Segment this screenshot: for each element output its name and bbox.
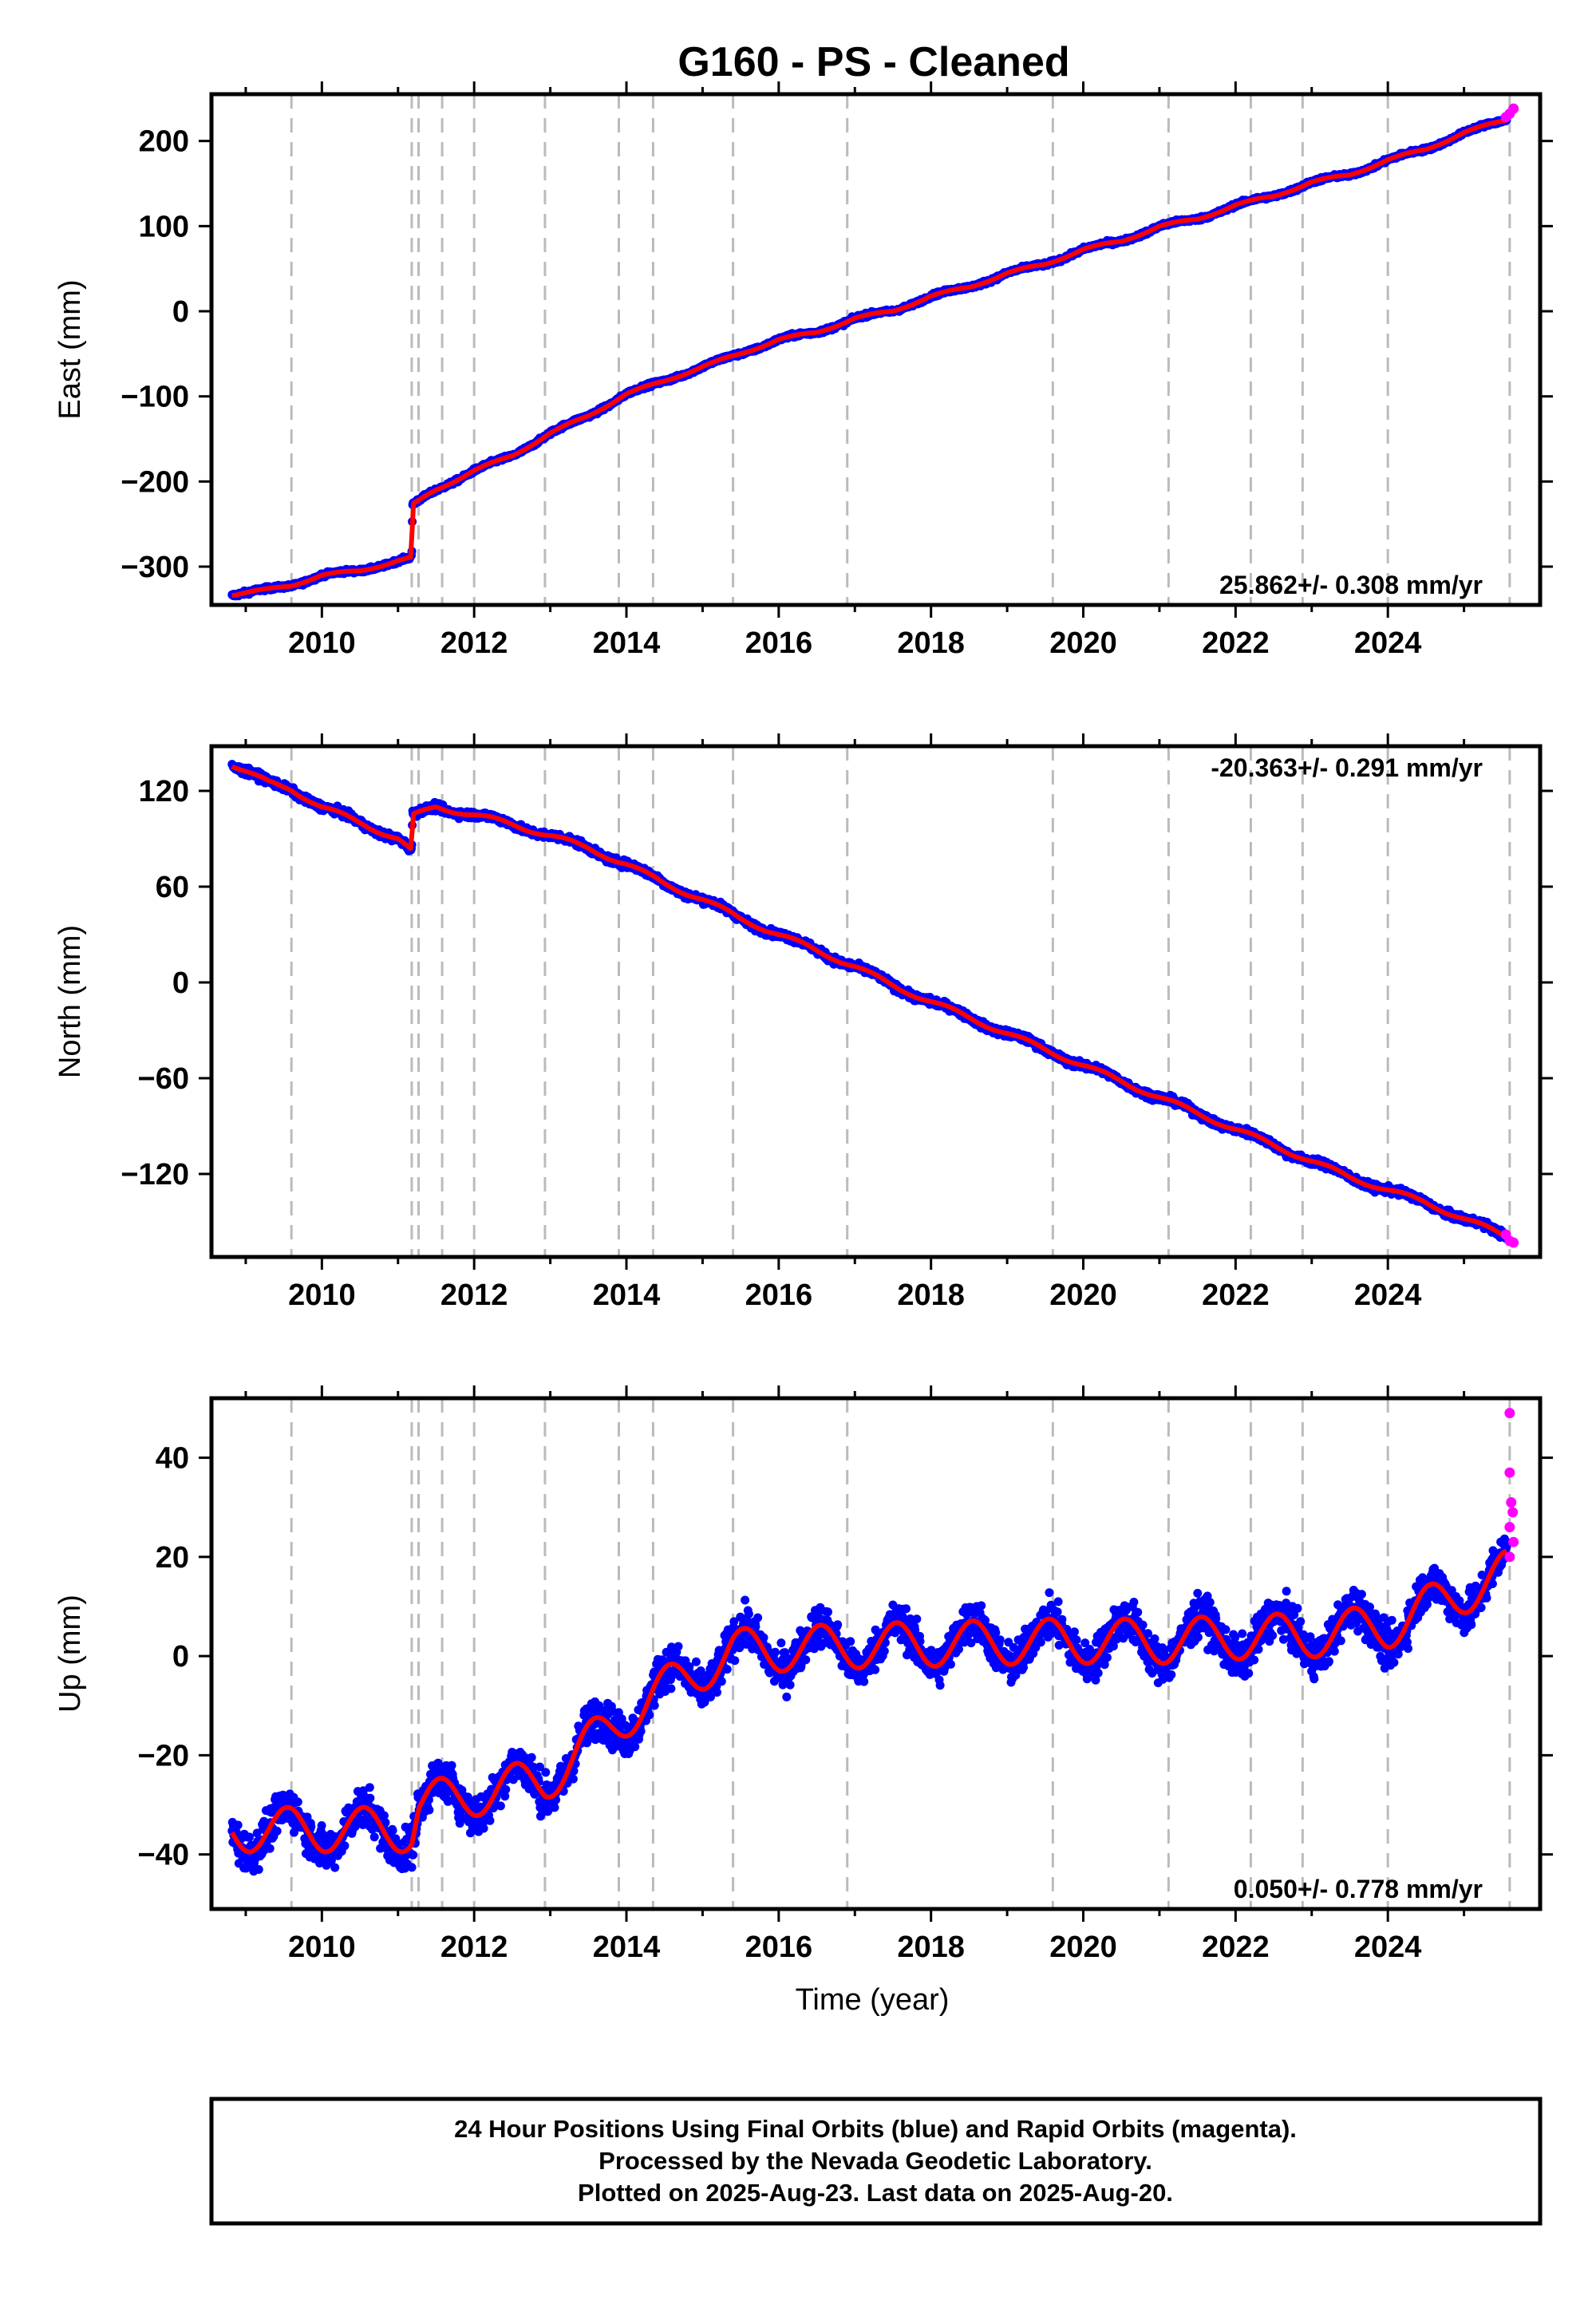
y-tick-label: −300 — [120, 551, 189, 584]
y-tick-label: 100 — [139, 210, 189, 243]
rapid-orbit-point — [1508, 103, 1519, 114]
x-tick-label: 2016 — [745, 626, 813, 660]
x-tick-label: 2022 — [1202, 626, 1270, 660]
final-orbit-points — [227, 115, 1511, 601]
y-tick-label: 0 — [172, 295, 189, 329]
north-panel: 2010 2012 2014 2016 2018 2020 2022 2024120600−6… — [53, 733, 1553, 1312]
x-tick-label: 2020 — [1049, 626, 1117, 660]
velocity-annotation: 25.862+/- 0.308 mm/yr — [1219, 571, 1483, 599]
y-tick-label: −200 — [120, 465, 189, 499]
final-orbit-points — [227, 760, 1511, 1243]
y-axis-label: East (mm) — [53, 279, 87, 419]
model-fit-line — [231, 117, 1508, 599]
y-tick-label: −100 — [120, 381, 189, 414]
y-tick-label: 200 — [139, 125, 189, 159]
x-tick-label: 2024 — [1354, 626, 1422, 660]
x-tick-label: 2018 — [897, 626, 965, 660]
chart-title: G160 - PS - Cleaned — [678, 39, 1069, 85]
x-tick-label: 2012 — [440, 626, 508, 660]
east-panel: 2010 2012 2014 2016 2018 2020 2022 2024 200 100 0 −… — [53, 81, 1553, 660]
x-tick-label: 2014 — [593, 626, 661, 660]
x-tick-label: 2010 — [288, 626, 356, 660]
